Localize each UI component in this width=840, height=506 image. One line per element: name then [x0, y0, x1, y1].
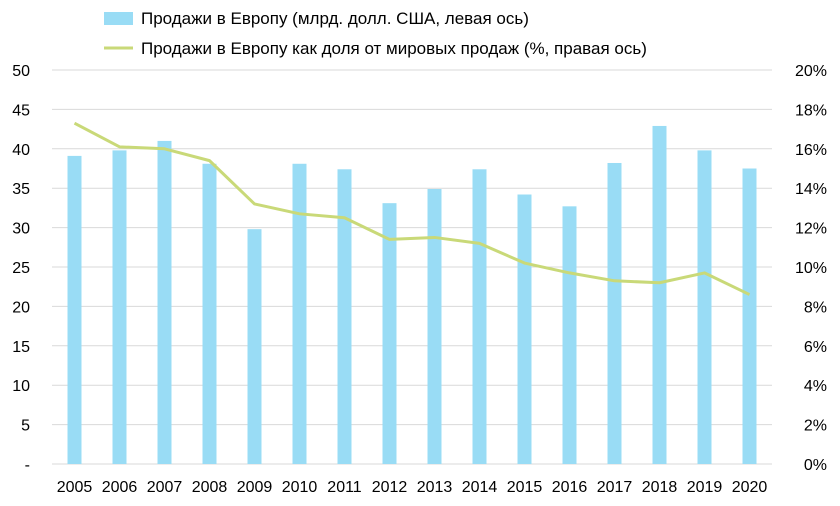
- right-tick-label: 0%: [804, 457, 827, 474]
- right-axis: 0% 2% 4% 6% 8% 10% 12% 14% 16% 18% 20%: [795, 63, 827, 474]
- bar: [337, 169, 352, 464]
- left-tick-label: 40: [12, 142, 30, 159]
- right-tick-label: 12%: [795, 221, 827, 238]
- bar: [112, 150, 127, 464]
- line-series: [73, 121, 751, 296]
- bar-series: [67, 125, 757, 465]
- left-tick-label: 45: [12, 102, 30, 119]
- bar: [157, 140, 172, 465]
- right-tick-label: 10%: [795, 260, 827, 277]
- left-tick-label: -: [25, 457, 30, 474]
- left-axis: - 5 10 15 20 25 30 35 40 45 50: [12, 63, 30, 474]
- right-tick-label: 14%: [795, 181, 827, 198]
- bar: [427, 188, 442, 464]
- right-tick-label: 8%: [804, 299, 827, 316]
- left-tick-label: 15: [12, 339, 30, 356]
- x-tick-label: 2005: [57, 479, 93, 496]
- x-tick-label: 2010: [282, 479, 318, 496]
- x-tick-label: 2009: [237, 479, 273, 496]
- bar: [607, 162, 622, 464]
- bar: [562, 206, 577, 464]
- right-tick-label: 16%: [795, 142, 827, 159]
- left-tick-label: 50: [12, 63, 30, 80]
- x-tick-label: 2016: [552, 479, 588, 496]
- left-tick-label: 5: [21, 418, 30, 435]
- bar: [292, 163, 307, 464]
- right-tick-label: 6%: [804, 339, 827, 356]
- left-tick-label: 20: [12, 299, 30, 316]
- x-tick-label: 2013: [417, 479, 453, 496]
- left-tick-label: 30: [12, 221, 30, 238]
- bar: [697, 150, 712, 464]
- x-tick-label: 2007: [147, 479, 183, 496]
- bar: [472, 169, 487, 464]
- legend: Продажи в Европу (млрд. долл. США, левая…: [104, 9, 647, 58]
- x-tick-label: 2015: [507, 479, 543, 496]
- legend-label-line: Продажи в Европу как доля от мировых про…: [141, 39, 647, 58]
- left-tick-label: 35: [12, 181, 30, 198]
- bar: [247, 229, 262, 464]
- bar: [517, 194, 532, 464]
- x-tick-label: 2006: [102, 479, 138, 496]
- x-tick-label: 2011: [327, 479, 362, 496]
- bar: [742, 168, 757, 464]
- legend-swatch-bar: [104, 12, 133, 25]
- bar: [382, 203, 397, 464]
- x-tick-label: 2012: [372, 479, 408, 496]
- share-line: [73, 121, 751, 296]
- right-tick-label: 2%: [804, 418, 827, 435]
- left-tick-label: 10: [12, 378, 30, 395]
- left-tick-label: 25: [12, 260, 30, 277]
- x-axis: 2005 2006 2007 2008 2009 2010 2011 2012 2013 2014…: [57, 479, 768, 496]
- gridlines: [52, 69, 772, 465]
- legend-label-bar: Продажи в Европу (млрд. долл. США, левая…: [141, 9, 529, 28]
- x-tick-label: 2020: [732, 479, 768, 496]
- right-tick-label: 4%: [804, 378, 827, 395]
- x-tick-label: 2014: [462, 479, 498, 496]
- x-tick-label: 2017: [597, 479, 633, 496]
- x-tick-label: 2018: [642, 479, 678, 496]
- bar: [67, 155, 82, 464]
- bar: [202, 163, 217, 464]
- x-tick-label: 2019: [687, 479, 723, 496]
- right-tick-label: 18%: [795, 102, 827, 119]
- bar: [652, 125, 667, 464]
- right-tick-label: 20%: [795, 63, 827, 80]
- x-tick-label: 2008: [192, 479, 228, 496]
